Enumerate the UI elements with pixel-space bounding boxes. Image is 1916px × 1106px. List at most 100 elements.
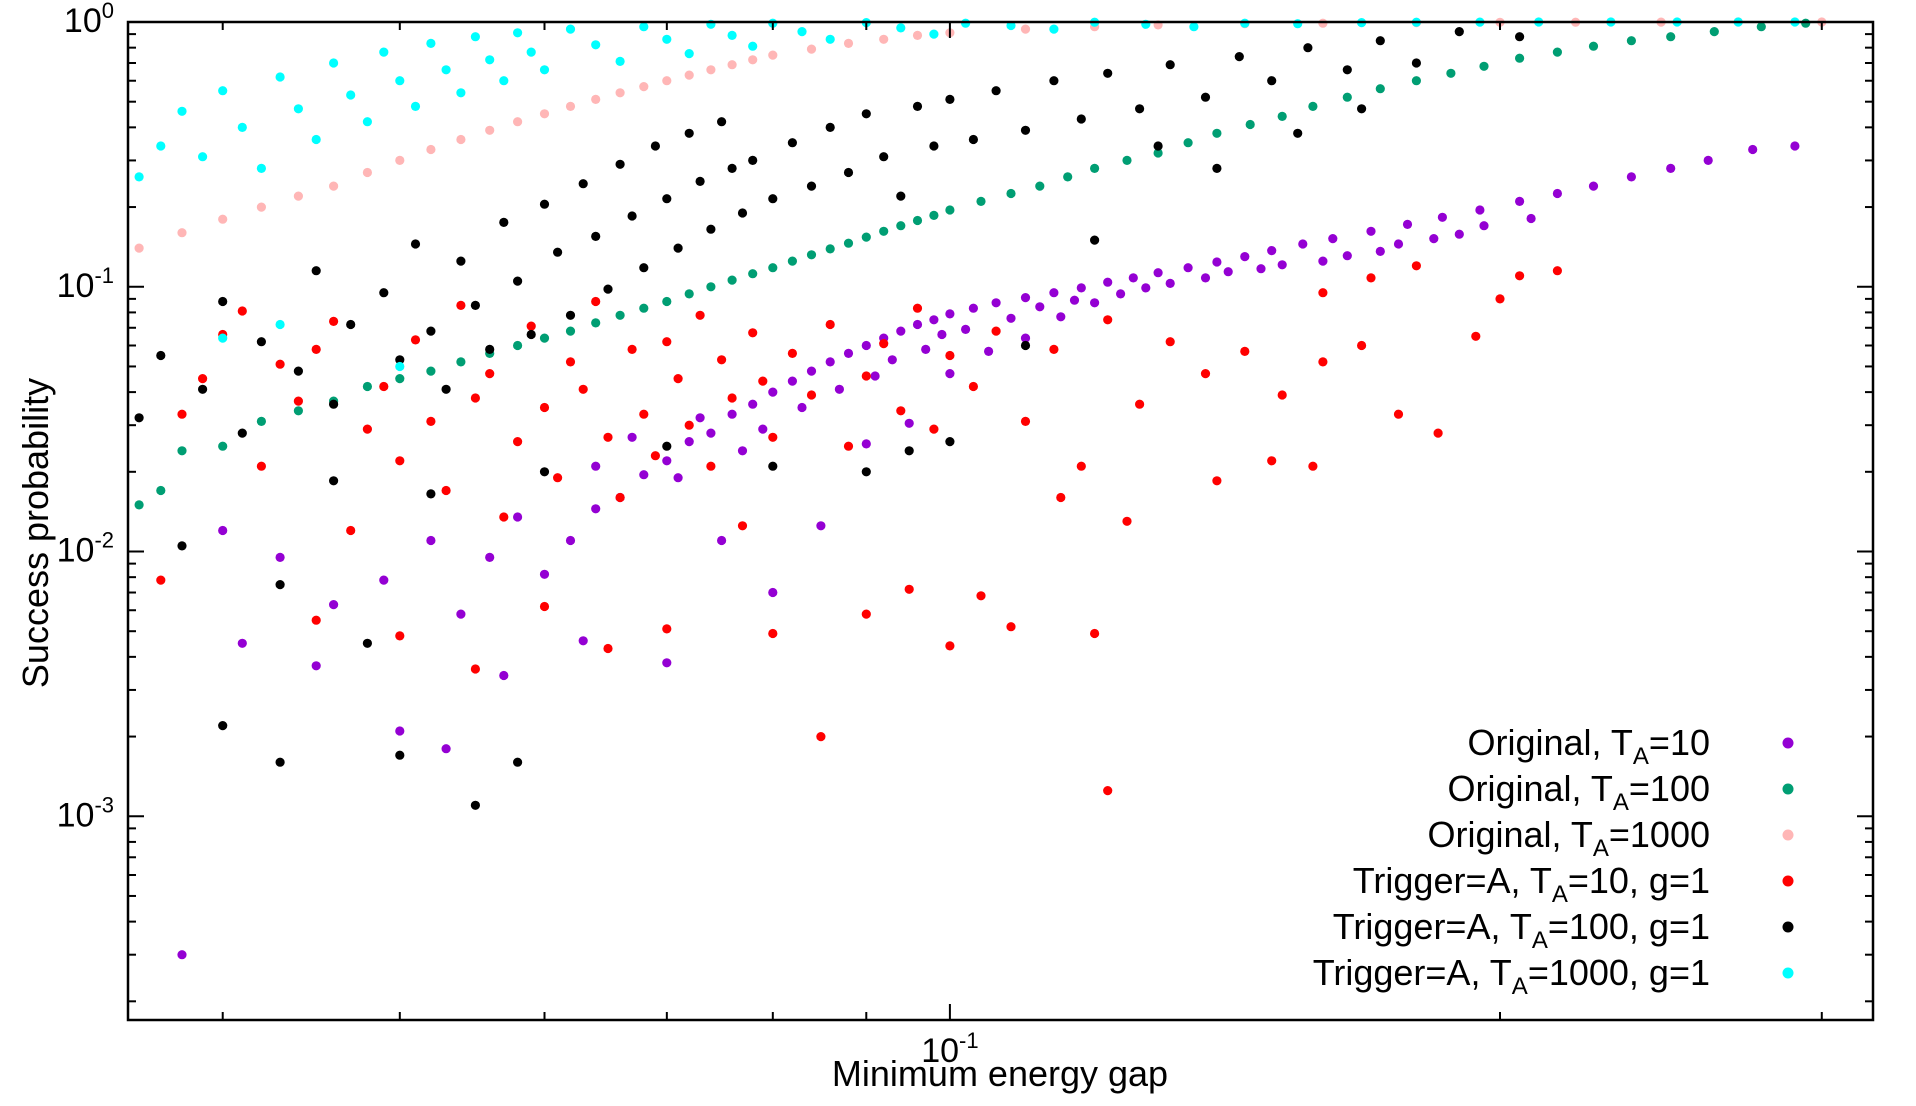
data-point [456, 609, 466, 619]
data-point [627, 344, 637, 354]
data-point [748, 55, 758, 65]
data-point [727, 60, 737, 70]
data-point [1200, 92, 1211, 102]
data-point [1006, 622, 1016, 632]
data-point [1375, 246, 1385, 256]
data-point [237, 428, 247, 438]
data-point [329, 181, 339, 191]
legend-label: Original, TA=10 [1468, 722, 1711, 770]
data-point [513, 512, 523, 522]
data-point [662, 441, 672, 451]
data-point [717, 355, 727, 365]
data-point [426, 489, 436, 499]
data-point [293, 191, 303, 201]
data-point [1076, 461, 1086, 471]
data-point [727, 163, 737, 173]
data-point [539, 569, 550, 579]
data-point [1454, 27, 1464, 37]
data-point [456, 256, 466, 266]
data-point [861, 467, 871, 477]
data-point [662, 296, 672, 307]
data-point [485, 344, 495, 354]
data-point [591, 94, 601, 104]
data-point [526, 47, 536, 57]
data-point [1366, 226, 1376, 236]
data-point [456, 134, 466, 145]
data-point [806, 366, 817, 376]
data-point [426, 326, 436, 336]
data-point [912, 30, 923, 40]
data-point [1076, 283, 1086, 293]
data-point [896, 191, 906, 201]
data-point [256, 461, 266, 471]
data-point [1200, 369, 1211, 379]
data-point [293, 366, 303, 376]
data-point [768, 194, 778, 204]
data-point [1277, 111, 1287, 121]
data-point [1626, 36, 1636, 46]
data-point [499, 76, 509, 86]
data-point [1357, 340, 1367, 351]
data-point [311, 134, 321, 145]
data-point [1515, 32, 1525, 42]
data-point [748, 269, 758, 279]
data-point [256, 202, 266, 212]
data-point [1790, 141, 1800, 151]
data-point [896, 406, 906, 416]
data-point [1035, 181, 1045, 191]
data-point [329, 399, 339, 409]
data-point [395, 631, 405, 641]
data-point [565, 24, 576, 34]
data-point [662, 456, 672, 466]
data-point [816, 732, 826, 742]
data-point [1240, 252, 1250, 262]
data-point [177, 106, 187, 116]
data-point [177, 541, 187, 551]
data-point [748, 41, 758, 51]
data-point [1212, 476, 1222, 486]
data-point [470, 664, 480, 674]
data-point [717, 117, 727, 127]
y-tick-label: 100 [64, 0, 114, 40]
data-point [879, 226, 889, 236]
data-point [470, 300, 480, 310]
data-point [843, 348, 854, 358]
data-point [539, 65, 550, 75]
data-point [639, 303, 649, 313]
data-point [395, 750, 405, 760]
data-point [1267, 246, 1277, 256]
data-point [843, 238, 854, 248]
data-point [1020, 416, 1031, 426]
legend-label: Trigger=A, TA=1000, g=1 [1313, 952, 1710, 1000]
data-point [684, 70, 694, 80]
data-point [553, 247, 563, 257]
data-point [578, 384, 588, 394]
data-point [861, 609, 871, 619]
data-point [1626, 172, 1636, 182]
data-point [565, 101, 576, 111]
data-point [896, 221, 906, 231]
legend-entry: Original, TA=1000 [1427, 814, 1794, 862]
data-point [1328, 234, 1338, 244]
data-point [861, 439, 871, 449]
data-point [1049, 344, 1059, 354]
ticks-layer: 100 10-1 10-2 10-3 10-1 [57, 0, 1873, 1070]
data-point [1020, 333, 1031, 343]
data-point [539, 199, 550, 209]
data-point [684, 289, 694, 299]
data-point [256, 416, 266, 426]
data-point [539, 109, 550, 119]
data-point [1165, 337, 1175, 347]
x-axis-label: Minimum energy gap [832, 1053, 1168, 1094]
data-point [456, 300, 466, 310]
plot-frame [126, 20, 1875, 1022]
data-point [591, 296, 601, 307]
data-point [684, 49, 694, 59]
legend-entry: Trigger=A, TA=10, g=1 [1353, 860, 1794, 908]
data-point [603, 284, 613, 294]
data-point [806, 250, 817, 260]
y-tick-label: 10-2 [57, 528, 114, 570]
data-point [684, 437, 694, 447]
data-point [615, 492, 625, 503]
